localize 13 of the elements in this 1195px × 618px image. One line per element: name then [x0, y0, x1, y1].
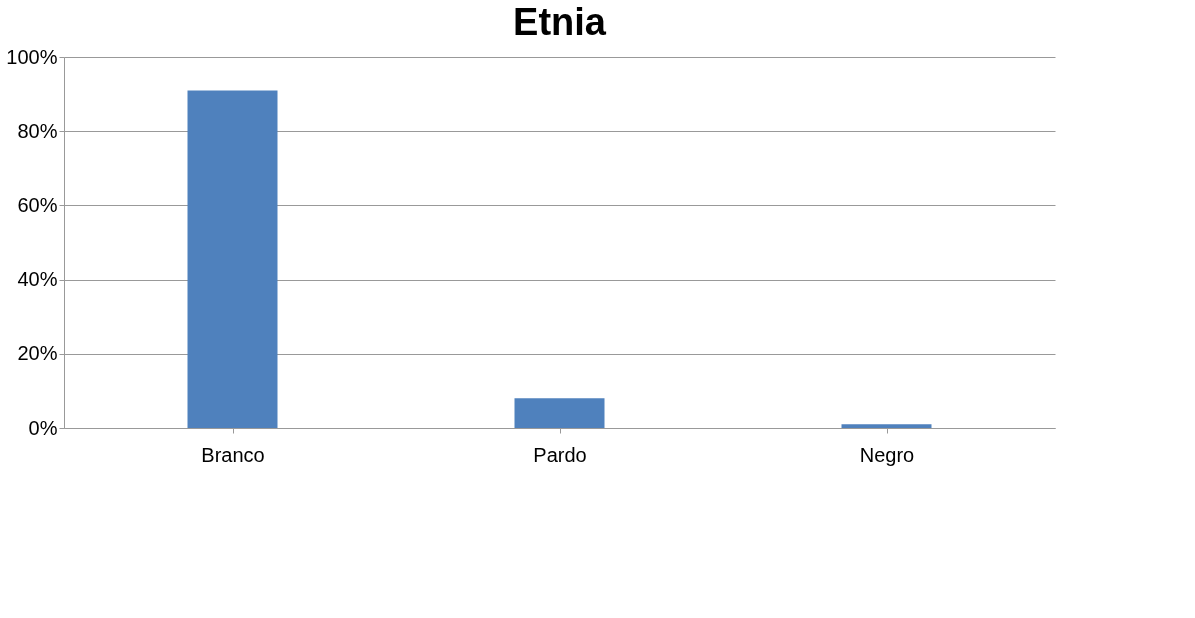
y-tick-label: 100% — [6, 45, 58, 68]
x-tick-label: Branco — [201, 443, 265, 466]
bar — [514, 398, 605, 428]
y-tick-label: 0% — [28, 416, 58, 439]
y-tick-label: 20% — [17, 342, 58, 365]
bar — [187, 90, 278, 428]
x-tick-label: Negro — [859, 443, 915, 466]
bar — [841, 424, 932, 428]
chart-title: Etnia — [513, 1, 607, 43]
y-tick-label: 40% — [17, 268, 58, 291]
y-tick-label: 60% — [17, 193, 58, 216]
y-tick-label: 80% — [17, 119, 58, 142]
x-tick-label: Pardo — [533, 443, 587, 466]
